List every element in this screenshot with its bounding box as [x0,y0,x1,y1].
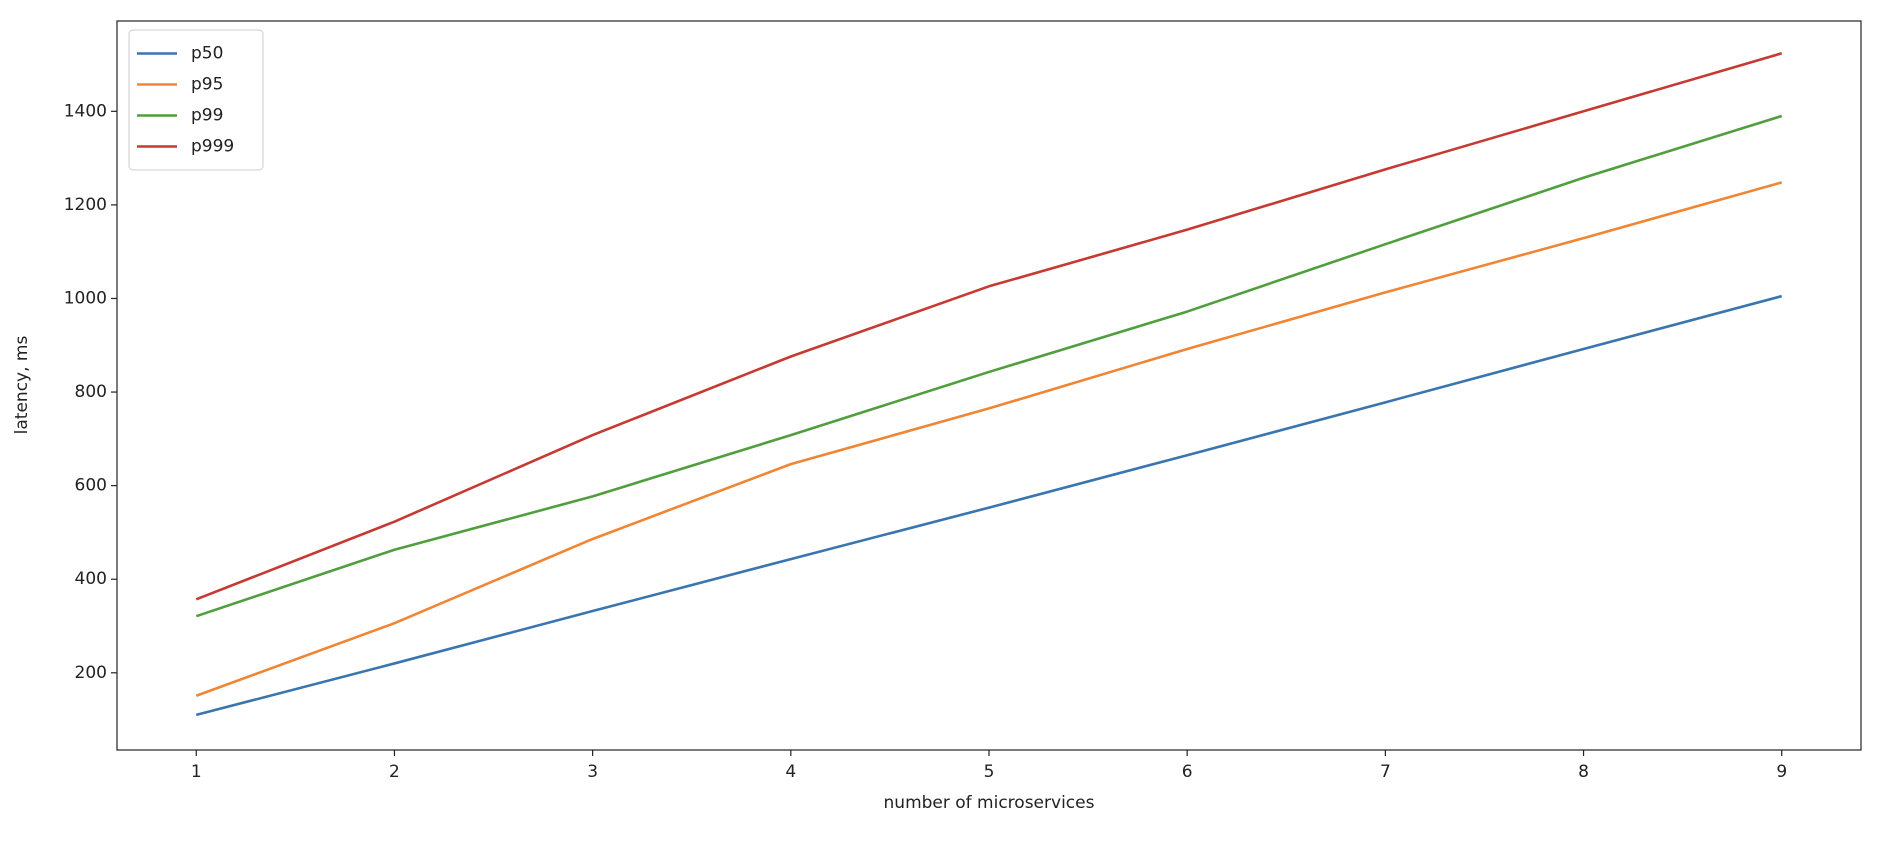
line [195,294,1783,717]
x-tick-label: 3 [587,762,598,782]
x-tick-label: 6 [1182,762,1193,782]
x-axis-label: number of microservices [884,793,1095,813]
plot-frame [116,20,1862,751]
y-tick-label: 200 [75,663,107,683]
x-tick-label: 9 [1776,762,1787,782]
x-tick-label: 7 [1380,762,1391,782]
legend-box [128,29,264,171]
y-tick-label: 1000 [64,288,107,308]
legend-label: p95 [191,75,223,95]
line [195,114,1783,618]
x-tick-label: 2 [389,762,400,782]
legend-label: p99 [191,106,223,126]
x-tick-label: 1 [191,762,202,782]
y-axis-label: latency, ms [12,336,32,435]
x-tick-label: 5 [984,762,995,782]
y-tick-label: 600 [75,476,107,496]
y-tick-label: 1400 [64,101,107,121]
x-tick-label: 8 [1578,762,1589,782]
legend-label: p999 [191,137,234,157]
line [195,52,1783,601]
x-tick-label: 4 [785,762,796,782]
y-tick-label: 1200 [64,195,107,215]
y-tick-label: 400 [75,569,107,589]
y-tick-label: 800 [75,382,107,402]
legend-label: p50 [191,44,223,64]
line [195,181,1783,697]
